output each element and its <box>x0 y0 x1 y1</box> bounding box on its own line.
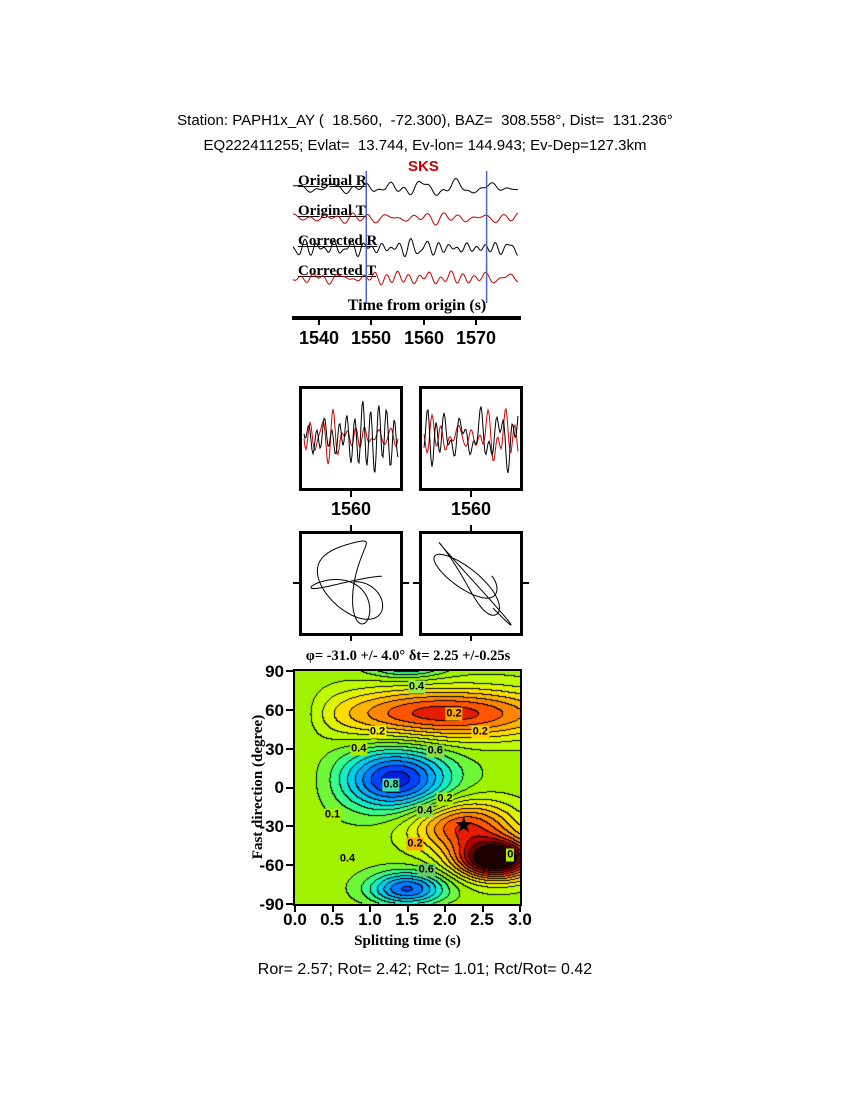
particle-tick <box>470 525 472 531</box>
event-header: EQ222411255; Evlat= 13.744, Ev-lon= 144.… <box>203 137 647 154</box>
phase-label-sks: SKS <box>408 158 439 175</box>
dt-tick-mark <box>406 906 409 912</box>
contour-annotation: 0.8 <box>382 778 400 792</box>
dt-tick-mark <box>481 906 484 912</box>
phi-tick-label: -90 <box>259 895 284 914</box>
contour-annotation: 0.4 <box>338 852 357 866</box>
contour-annotation: 0.2 <box>436 792 454 806</box>
particle-tick <box>403 582 409 584</box>
zoom-panel-left <box>299 386 403 491</box>
contour-annotation: 0.4 <box>407 680 426 694</box>
contour-annotation: 0.6 <box>417 863 435 877</box>
time-axis-tick <box>422 320 425 325</box>
dt-tick-mark <box>294 906 296 912</box>
phi-tick-label: 90 <box>265 662 284 681</box>
time-axis-tick <box>475 320 478 325</box>
time-axis-tick <box>370 320 373 325</box>
zoom-tick-label-right: 1560 <box>450 499 492 519</box>
dt-tick-mark <box>444 906 446 912</box>
trace-label-corrected-t: Corrected T <box>298 263 377 279</box>
particle-motion-right <box>419 531 523 636</box>
zoom-svg-left <box>303 400 399 473</box>
phi-tick-label: 30 <box>265 740 284 759</box>
dt-tick-mark <box>519 906 521 912</box>
dt-tick-label: 2.0 <box>433 910 457 929</box>
particle-tick <box>293 582 299 584</box>
particle-tick <box>350 525 352 531</box>
particle-tick <box>350 635 352 641</box>
waveform-traces <box>292 171 519 303</box>
phi-tick-mark <box>286 825 293 828</box>
contour-title: φ= -31.0 +/- 4.0° δt= 2.25 +/-0.25s <box>305 648 511 664</box>
dt-tick-mark <box>369 906 371 912</box>
time-tick-label: 1570 <box>455 328 497 348</box>
phi-tick-label: 60 <box>265 701 284 720</box>
contour-annotation: 0.2 <box>445 707 463 721</box>
particle-tick <box>470 635 472 641</box>
dt-tick-label: 3.0 <box>508 910 532 929</box>
zoom-tick <box>350 491 352 497</box>
phi-tick-mark <box>286 708 293 711</box>
particle-tick <box>523 582 529 584</box>
result-summary: Ror= 2.57; Rot= 2.42; Rct= 1.01; Rct/Rot… <box>257 961 593 978</box>
phi-tick-mark <box>286 670 293 672</box>
dt-tick-label: 0.5 <box>320 910 344 929</box>
dt-tick-label: 0.0 <box>283 910 307 929</box>
trace-label-original-r: Original R <box>298 173 367 189</box>
particle-motion-left <box>299 531 403 636</box>
contour-annotation: 0.4 <box>350 742 368 756</box>
phi-tick-mark <box>286 786 293 789</box>
time-axis-tick <box>318 320 321 325</box>
zoom-tick <box>470 491 472 497</box>
time-axis-line <box>292 316 521 320</box>
phi-tick-label: -30 <box>259 817 284 836</box>
contour-annotation: 0.2 <box>471 725 489 739</box>
dt-tick-mark <box>331 906 334 912</box>
contour-plot-frame <box>293 669 522 906</box>
contour-annotation: 0.2 <box>406 837 424 851</box>
dt-tick-label: 1.0 <box>358 910 382 929</box>
time-tick-label: 1560 <box>403 328 445 348</box>
phi-tick-label: -60 <box>259 856 284 875</box>
contour-canvas <box>295 671 520 904</box>
contour-xlabel: Splitting time (s) <box>354 933 461 949</box>
time-tick-label: 1540 <box>298 328 340 348</box>
phi-tick-mark <box>286 747 293 750</box>
phi-tick-mark <box>286 864 293 867</box>
pm-svg-left <box>310 540 384 625</box>
contour-annotation: 0.2 <box>368 725 387 739</box>
contour-annotation: 0.6 <box>426 744 444 758</box>
station-header: Station: PAPH1x_AY ( 18.560, -72.300), B… <box>177 112 673 129</box>
phi-tick-label: 0 <box>274 778 284 797</box>
dt-tick-label: 2.5 <box>470 910 494 929</box>
time-axis-title: Time from origin (s) <box>347 297 487 314</box>
time-tick-label: 1550 <box>350 328 392 348</box>
dt-tick-label: 1.5 <box>395 910 419 929</box>
contour-annotation: 0.1 <box>323 808 342 822</box>
pm-svg-right <box>433 542 512 626</box>
contour-annotation: 0 <box>506 848 515 862</box>
trace-label-original-t: Original T <box>298 203 366 219</box>
contour-annotation: 0.4 <box>416 804 434 818</box>
best-fit-star: ★ <box>453 812 474 838</box>
phi-tick-mark <box>286 903 293 905</box>
particle-tick <box>413 582 419 584</box>
zoom-svg-right <box>423 406 519 474</box>
zoom-tick-label-left: 1560 <box>330 499 372 519</box>
zoom-panel-right <box>419 386 523 491</box>
